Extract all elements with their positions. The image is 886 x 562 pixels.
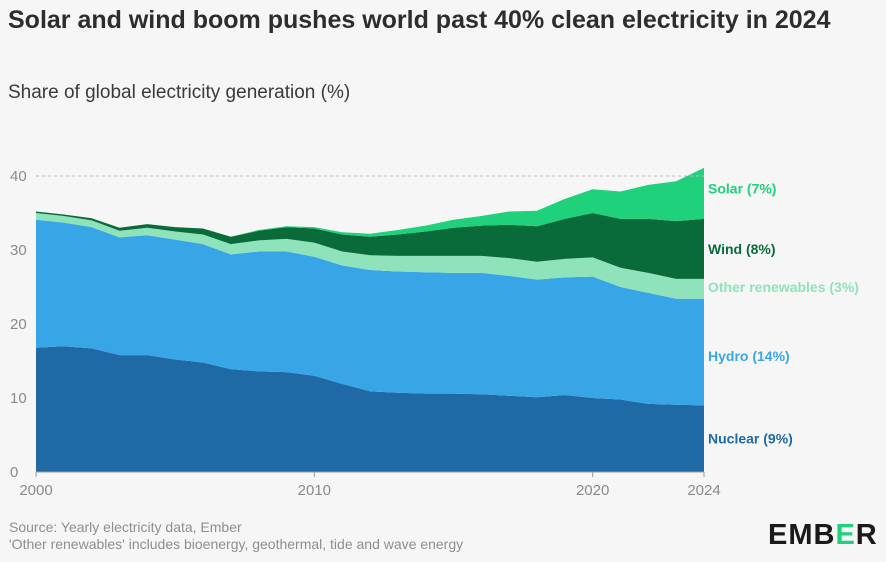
series-label-hydro: Hydro (14%) [708, 348, 790, 364]
series-label-wind: Wind (8%) [708, 241, 776, 257]
logo-text-accent: E [835, 519, 856, 551]
y-tick-label-30: 30 [10, 242, 27, 259]
source-note: Source: Yearly electricity data, Ember [9, 519, 242, 535]
area-other-renewables [36, 213, 704, 299]
y-tick-label-10: 10 [10, 390, 27, 407]
ember-logo: EMBER [768, 519, 878, 552]
series-label-other-renewables: Other renewables (3%) [708, 279, 859, 295]
area-wind [36, 211, 704, 279]
series-label-solar: Solar (7%) [708, 180, 776, 196]
stacked-area-chart: 0 10 20 30 40 2000 2010 2020 2024 Nuclear (9%) Hy… [10, 167, 859, 499]
x-tick-label-2024: 2024 [687, 482, 720, 499]
logo-text-suffix: R [855, 519, 878, 551]
x-tick-label-2020: 2020 [576, 482, 609, 499]
axes-layer: 0 10 20 30 40 2000 2010 2020 2024 [10, 168, 721, 499]
series-label-nuclear: Nuclear (9%) [708, 431, 793, 447]
other-renewables-note: 'Other renewables' includes bioenergy, g… [9, 536, 464, 552]
area-layer [36, 167, 704, 472]
chart-title: Solar and wind boom pushes world past 40… [8, 6, 831, 34]
x-tick-label-2010: 2010 [298, 482, 331, 499]
area-solar [36, 167, 704, 237]
logo-text-prefix: EMB [768, 519, 836, 551]
series-label-layer: Nuclear (9%) Hydro (14%) Other renewables … [708, 180, 859, 446]
x-tick-label-2000: 2000 [19, 482, 52, 499]
chart-subtitle: Share of global electricity generation (… [8, 82, 351, 103]
y-tick-label-0: 0 [10, 464, 18, 481]
y-tick-label-20: 20 [10, 316, 27, 333]
y-tick-label-40: 40 [10, 168, 27, 185]
area-hydro [36, 219, 704, 406]
chart-footer: Source: Yearly electricity data, Ember '… [9, 519, 463, 553]
area-nuclear [36, 346, 704, 472]
